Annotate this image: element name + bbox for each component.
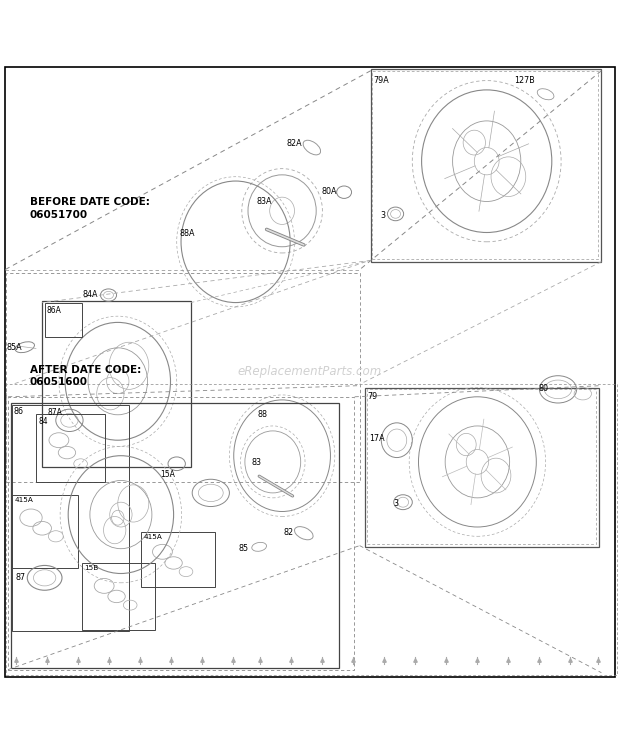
Text: 15B: 15B	[84, 565, 99, 571]
Text: 80A: 80A	[321, 187, 337, 196]
Text: 86: 86	[14, 407, 24, 416]
Text: 415A: 415A	[14, 497, 33, 503]
Bar	[45, 303, 82, 336]
Text: 85: 85	[239, 545, 249, 554]
Bar	[42, 301, 191, 467]
Bar	[141, 532, 215, 586]
Bar	[367, 389, 596, 545]
Bar	[6, 273, 360, 482]
Text: 79A: 79A	[373, 76, 389, 85]
Text: 83: 83	[252, 458, 262, 466]
Bar	[12, 405, 129, 631]
Bar	[371, 69, 601, 262]
Text: 82: 82	[284, 528, 294, 537]
Text: 86A: 86A	[46, 306, 61, 315]
Text: 415A: 415A	[144, 534, 162, 540]
Text: 80: 80	[538, 385, 548, 394]
Bar	[8, 397, 354, 670]
Text: 82A: 82A	[286, 139, 302, 148]
Text: 85A: 85A	[6, 343, 22, 352]
Text: 87A: 87A	[48, 408, 63, 417]
Text: 84A: 84A	[82, 290, 98, 299]
Bar	[365, 388, 599, 548]
Bar	[12, 495, 78, 568]
Text: 79: 79	[368, 392, 378, 401]
Text: 3: 3	[394, 499, 399, 508]
Text: 87: 87	[16, 574, 25, 583]
Bar	[372, 71, 598, 258]
Bar	[36, 414, 105, 482]
Bar	[82, 563, 155, 630]
Text: 17A: 17A	[370, 434, 385, 443]
Text: AFTER DATE CODE:: AFTER DATE CODE:	[30, 365, 141, 374]
Bar	[11, 403, 339, 668]
Text: BEFORE DATE CODE:: BEFORE DATE CODE:	[30, 197, 149, 207]
Text: 06051600: 06051600	[30, 377, 88, 387]
Text: 06051700: 06051700	[30, 210, 88, 219]
Text: 84: 84	[38, 417, 48, 426]
Bar	[6, 385, 617, 675]
Text: 83A: 83A	[257, 197, 272, 206]
Text: 127B: 127B	[515, 76, 535, 85]
Text: eReplacementParts.com: eReplacementParts.com	[238, 365, 382, 379]
Text: 3: 3	[381, 211, 386, 219]
Text: 88A: 88A	[180, 229, 195, 238]
Text: 88: 88	[257, 411, 267, 420]
Text: 15A: 15A	[160, 470, 175, 479]
